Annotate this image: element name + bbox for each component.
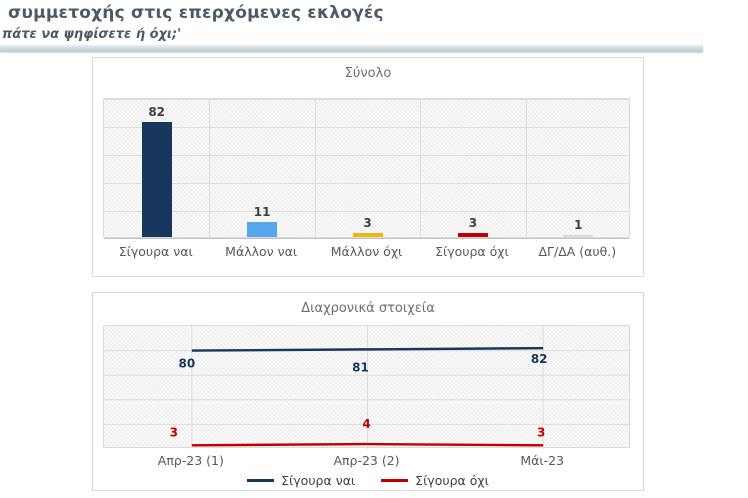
- line-chart-legend: Σίγουρα ναι Σίγουρα όχι: [93, 473, 643, 488]
- series-line-red: [191, 442, 544, 447]
- series-line-navy: [191, 346, 544, 352]
- legend-line-swatch-red: [381, 479, 409, 482]
- line-chart-x-axis: Απρ-23 (1) Απρ-23 (2) Μάι-23: [103, 453, 630, 469]
- horizontal-gridline: [104, 99, 629, 100]
- vertical-gridline: [209, 99, 211, 237]
- x-axis-label: Απρ-23 (1): [157, 453, 224, 468]
- category-label: Μάλλον όχι: [330, 244, 403, 259]
- horizontal-gridline: [104, 127, 629, 128]
- legend-label: Σίγουρα όχι: [415, 473, 489, 488]
- x-axis-label: Απρ-23 (2): [333, 453, 400, 468]
- line-chart-title: Διαχρονικά στοιχεία: [301, 301, 435, 316]
- bar-value-label: 3: [468, 215, 478, 230]
- legend-item-sigoura-ochi: Σίγουρα όχι: [381, 473, 489, 488]
- page-title: συμμετοχής στις επερχόμενες εκλογές: [8, 3, 384, 23]
- point-value-label: 81: [352, 360, 369, 374]
- bar-value-label: 3: [363, 215, 372, 230]
- x-axis-label: Μάι-23: [520, 453, 564, 468]
- bar-chart-plot-area: 82 11 3 3 1: [103, 98, 630, 239]
- divider-bar: [0, 45, 703, 52]
- point-value-label: 80: [178, 357, 195, 371]
- point-value-label: 3: [537, 425, 545, 439]
- line-chart-svg: 80 81 82 3 4 3: [104, 326, 631, 449]
- bar-4: [457, 232, 488, 237]
- panel-total-chart: Σύνολο 82 11 3 3 1 Σίγουρα ναι Μάλλον ναι Μάλλ…: [92, 57, 644, 277]
- page-subtitle: πάτε να ψηφίσετε ή όχι;': [2, 27, 182, 42]
- vertical-gridline: [420, 99, 422, 237]
- legend-label: Σίγουρα ναι: [281, 473, 356, 488]
- vertical-gridline: [525, 99, 527, 237]
- bar-2: [247, 221, 278, 237]
- line-chart-plot-area: 80 81 82 3 4 3: [103, 325, 631, 449]
- bar-chart-category-axis: Σίγουρα ναι Μάλλον ναι Μάλλον όχι Σίγουρα ό…: [103, 244, 630, 259]
- point-value-label: 4: [362, 417, 370, 431]
- legend-line-swatch-navy: [247, 479, 275, 482]
- point-value-label: 3: [170, 425, 178, 439]
- horizontal-gridline: [104, 183, 629, 184]
- category-label: Μάλλον ναι: [225, 244, 298, 259]
- bar-3: [352, 232, 383, 237]
- bar-value-label: 82: [148, 105, 166, 120]
- bar-1: [141, 122, 172, 237]
- point-value-label: 82: [531, 352, 548, 366]
- horizontal-gridline: [104, 211, 629, 212]
- bar-chart-title: Σύνολο: [344, 66, 392, 81]
- horizontal-gridline: [104, 155, 629, 156]
- category-label: ΔΓ/ΔΑ (αυθ.): [538, 244, 617, 259]
- legend-item-sigoura-nai: Σίγουρα ναι: [247, 473, 355, 488]
- category-label: Σίγουρα ναι: [118, 244, 193, 259]
- horizontal-gridline: [104, 238, 629, 239]
- bar-value-label: 1: [574, 218, 583, 232]
- vertical-gridline: [314, 99, 316, 237]
- bar-5: [563, 235, 594, 237]
- panel-timeseries-chart: Διαχρονικά στοιχεία 80 81 82 3 4 3 Απρ-23 (1)…: [92, 292, 644, 491]
- bar-value-label: 11: [253, 204, 271, 219]
- category-label: Σίγουρα όχι: [435, 244, 509, 259]
